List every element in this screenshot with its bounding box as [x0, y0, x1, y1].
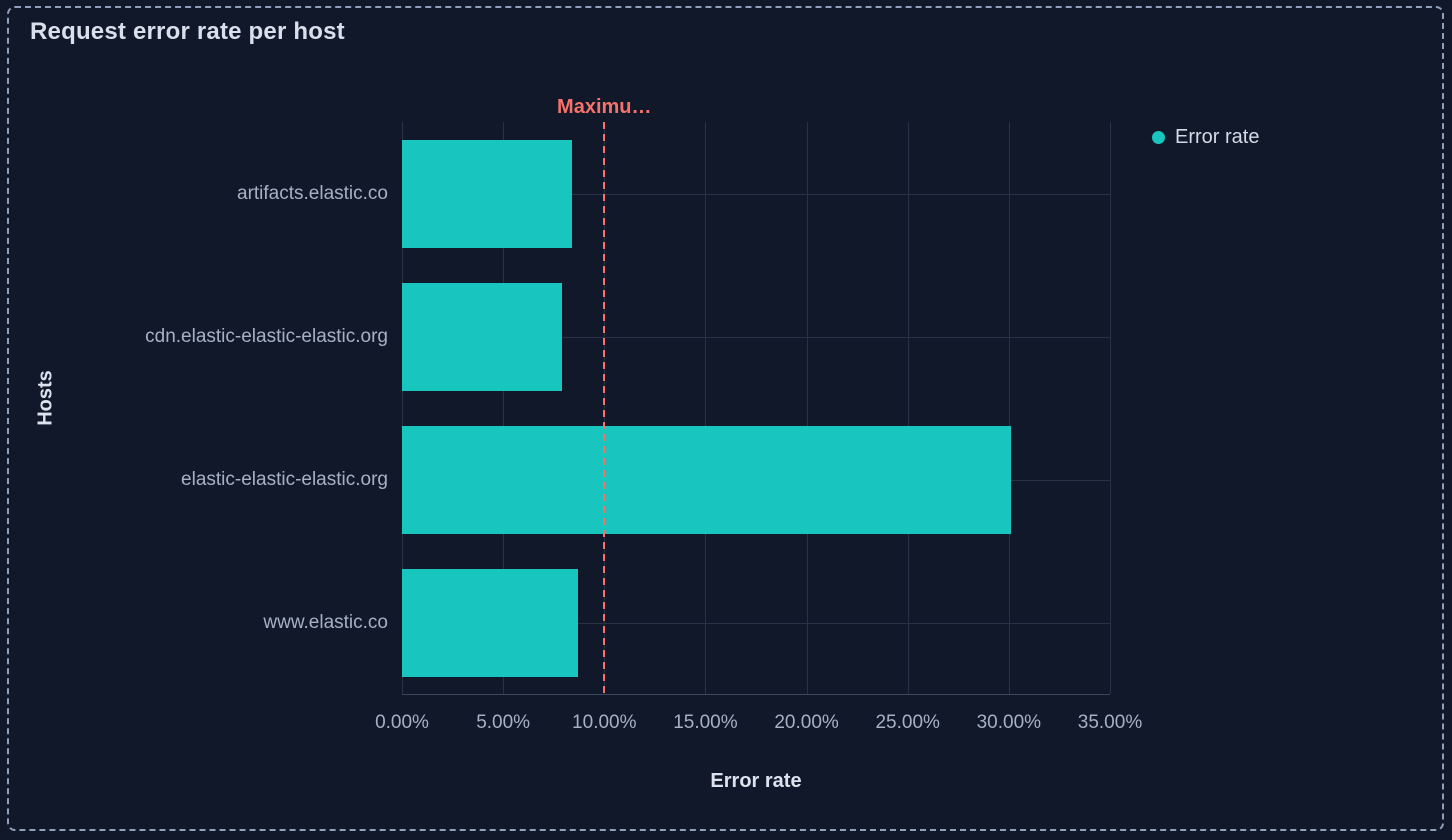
- plot-area: [402, 122, 1111, 695]
- y-category-label: www.elastic.co: [263, 611, 388, 633]
- threshold-line: [603, 122, 606, 694]
- horizontal-gridline: [402, 622, 1110, 624]
- x-axis-title: Error rate: [710, 770, 802, 792]
- legend-item-label: Error rate: [1175, 126, 1260, 148]
- horizontal-gridline: [402, 336, 1110, 338]
- vertical-gridline: [907, 122, 909, 694]
- vertical-gridline: [1008, 122, 1010, 694]
- vertical-gridline: [1110, 122, 1111, 694]
- x-tick-label: 20.00%: [774, 712, 839, 733]
- x-axis-line: [402, 694, 1110, 695]
- y-category-label: elastic-elastic-elastic.org: [181, 468, 388, 490]
- y-category-label: artifacts.elastic.co: [237, 182, 388, 204]
- threshold-annotation-label: Maximu…: [557, 96, 652, 118]
- legend-dot-icon: [1152, 131, 1165, 144]
- bar-cdn.elastic-elastic-elastic.org[interactable]: [402, 282, 562, 391]
- bar-elastic-elastic-elastic.org[interactable]: [402, 425, 1011, 534]
- y-category-label: cdn.elastic-elastic-elastic.org: [145, 325, 388, 347]
- horizontal-gridline: [402, 193, 1110, 195]
- x-tick-label: 35.00%: [1077, 712, 1143, 733]
- legend: Error rate: [1152, 126, 1259, 149]
- bar-artifacts.elastic.co[interactable]: [402, 139, 572, 248]
- x-tick-label: 0.00%: [375, 712, 429, 733]
- legend-item-error-rate[interactable]: Error rate: [1152, 126, 1259, 149]
- vertical-gridline: [806, 122, 808, 694]
- bar-www.elastic.co[interactable]: [402, 568, 578, 677]
- x-tick-label: 15.00%: [673, 712, 738, 733]
- panel-title: Request error rate per host: [30, 18, 345, 45]
- x-tick-label: 30.00%: [976, 712, 1042, 733]
- y-axis-title: Hosts: [34, 370, 57, 426]
- x-tick-label: 5.00%: [476, 712, 531, 733]
- vertical-gridline: [705, 122, 707, 694]
- x-tick-label: 10.00%: [572, 712, 637, 733]
- vertical-gridline: [503, 122, 505, 694]
- x-tick-label: 25.00%: [875, 712, 940, 733]
- vertical-gridline: [402, 122, 403, 694]
